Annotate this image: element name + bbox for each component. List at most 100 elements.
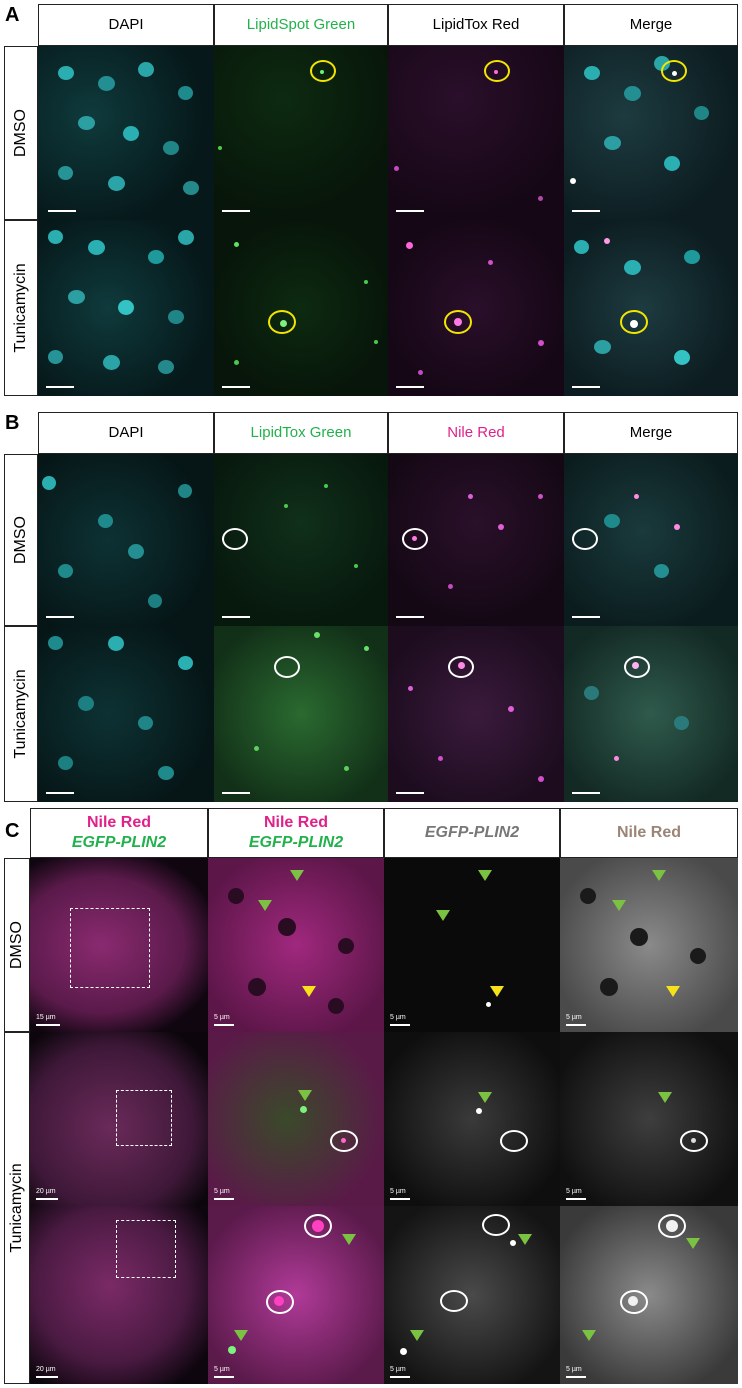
zoom-region-box <box>116 1220 176 1278</box>
highlight-circle <box>620 1290 648 1314</box>
green-arrowhead <box>258 900 272 911</box>
scale-bar <box>572 792 600 794</box>
scale-bar <box>36 1024 60 1026</box>
scale-bar <box>222 616 250 618</box>
scale-bar <box>396 616 424 618</box>
green-arrowhead <box>410 1330 424 1341</box>
scale-label: 20 µm <box>36 1188 56 1195</box>
header-a-lipidspot-green: LipidSpot Green <box>214 4 388 46</box>
highlight-circle <box>680 1130 708 1152</box>
panel-letter-c: C <box>5 820 20 842</box>
scale-label: 5 µm <box>214 1366 230 1373</box>
micrograph-c-dmso-overview: 15 µm <box>30 858 208 1032</box>
highlight-circle <box>402 528 428 550</box>
row-label-b-dmso: DMSO <box>4 454 38 626</box>
highlight-circle <box>440 1290 468 1312</box>
green-arrowhead <box>298 1090 312 1101</box>
header-c-col2-nile-red: Nile Red <box>263 814 328 831</box>
header-c-col2: Nile Red EGFP-PLIN2 <box>208 808 384 858</box>
scale-label: 5 µm <box>214 1188 230 1195</box>
micrograph-b-tunicamycin-lipidtox-green <box>214 626 388 802</box>
micrograph-a-dmso-lipidtox <box>388 46 564 220</box>
micrograph-c-tunicamycin-nile-red-1: 5 µm <box>560 1032 738 1206</box>
micrograph-c-dmso-merge: 5 µm <box>208 858 384 1032</box>
scale-bar <box>572 386 600 388</box>
green-arrowhead <box>652 870 666 881</box>
yellow-arrowhead <box>490 986 504 997</box>
scale-bar <box>396 792 424 794</box>
scale-bar <box>566 1198 586 1200</box>
scale-bar <box>36 1376 58 1378</box>
micrograph-b-dmso-merge <box>564 454 738 626</box>
highlight-circle <box>304 1214 332 1238</box>
row-label-c-tunicamycin: Tunicamycin <box>4 1032 30 1384</box>
scale-label: 5 µm <box>214 1014 230 1021</box>
micrograph-b-dmso-dapi <box>38 454 214 626</box>
micrograph-c-tunicamycin-nile-red-2: 5 µm <box>560 1206 738 1384</box>
scale-bar <box>48 210 76 212</box>
highlight-circle <box>500 1130 528 1152</box>
green-arrowhead <box>478 870 492 881</box>
micrograph-b-tunicamycin-nile-red <box>388 626 564 802</box>
micrograph-b-dmso-lipidtox-green <box>214 454 388 626</box>
green-arrowhead <box>342 1234 356 1245</box>
micrograph-a-tunicamycin-lipidtox <box>388 220 564 396</box>
scale-label: 5 µm <box>390 1188 406 1195</box>
micrograph-a-dmso-dapi <box>38 46 214 220</box>
highlight-circle <box>484 60 510 82</box>
scale-bar <box>46 616 74 618</box>
header-b-merge: Merge <box>564 412 738 454</box>
scale-label: 15 µm <box>36 1014 56 1021</box>
micrograph-a-dmso-merge <box>564 46 738 220</box>
header-c-nile-red: Nile Red <box>560 808 738 858</box>
micrograph-c-tunicamycin-merge-1: 5 µm <box>208 1032 384 1206</box>
header-a-dapi: DAPI <box>38 4 214 46</box>
header-a-merge: Merge <box>564 4 738 46</box>
micrograph-b-dmso-nile-red <box>388 454 564 626</box>
row-label-a-dmso: DMSO <box>4 46 38 220</box>
scale-bar <box>572 616 600 618</box>
panel-letter-a: A <box>5 4 20 26</box>
highlight-circle <box>658 1214 686 1238</box>
scale-bar <box>566 1376 586 1378</box>
micrograph-c-tunicamycin-overview-2: 20 µm <box>30 1206 208 1384</box>
scale-bar <box>390 1198 410 1200</box>
row-label-b-tunicamycin: Tunicamycin <box>4 626 38 802</box>
highlight-circle <box>330 1130 358 1152</box>
micrograph-b-tunicamycin-dapi <box>38 626 214 802</box>
green-arrowhead <box>582 1330 596 1341</box>
yellow-arrowhead <box>666 986 680 997</box>
zoom-region-box <box>116 1090 172 1146</box>
micrograph-a-tunicamycin-dapi <box>38 220 214 396</box>
header-c-col1-egfp-plin2: EGFP-PLIN2 <box>71 834 167 851</box>
scale-bar <box>214 1198 234 1200</box>
highlight-circle <box>661 60 687 82</box>
scale-label: 5 µm <box>390 1366 406 1373</box>
scale-bar <box>572 210 600 212</box>
micrograph-c-tunicamycin-overview-1: 20 µm <box>30 1032 208 1206</box>
highlight-circle <box>266 1290 294 1314</box>
green-arrowhead <box>612 900 626 911</box>
highlight-circle <box>482 1214 510 1236</box>
micrograph-c-tunicamycin-egfp-1: 5 µm <box>384 1032 560 1206</box>
green-arrowhead <box>518 1234 532 1245</box>
scale-bar <box>214 1024 234 1026</box>
scale-label: 5 µm <box>566 1188 582 1195</box>
header-a-lipidtox-red: LipidTox Red <box>388 4 564 46</box>
micrograph-b-tunicamycin-merge <box>564 626 738 802</box>
scale-bar <box>46 792 74 794</box>
scale-bar <box>390 1376 410 1378</box>
green-arrowhead <box>436 910 450 921</box>
highlight-circle <box>444 310 472 334</box>
yellow-arrowhead <box>302 986 316 997</box>
row-label-a-tunicamycin: Tunicamycin <box>4 220 38 396</box>
scale-bar <box>396 386 424 388</box>
highlight-circle <box>620 310 648 334</box>
scale-bar <box>396 210 424 212</box>
panel-letter-b: B <box>5 412 20 434</box>
green-arrowhead <box>478 1092 492 1103</box>
header-b-nile-red: Nile Red <box>388 412 564 454</box>
zoom-region-box <box>70 908 150 988</box>
scale-label: 5 µm <box>566 1366 582 1373</box>
micrograph-a-tunicamycin-lipidspot <box>214 220 388 396</box>
